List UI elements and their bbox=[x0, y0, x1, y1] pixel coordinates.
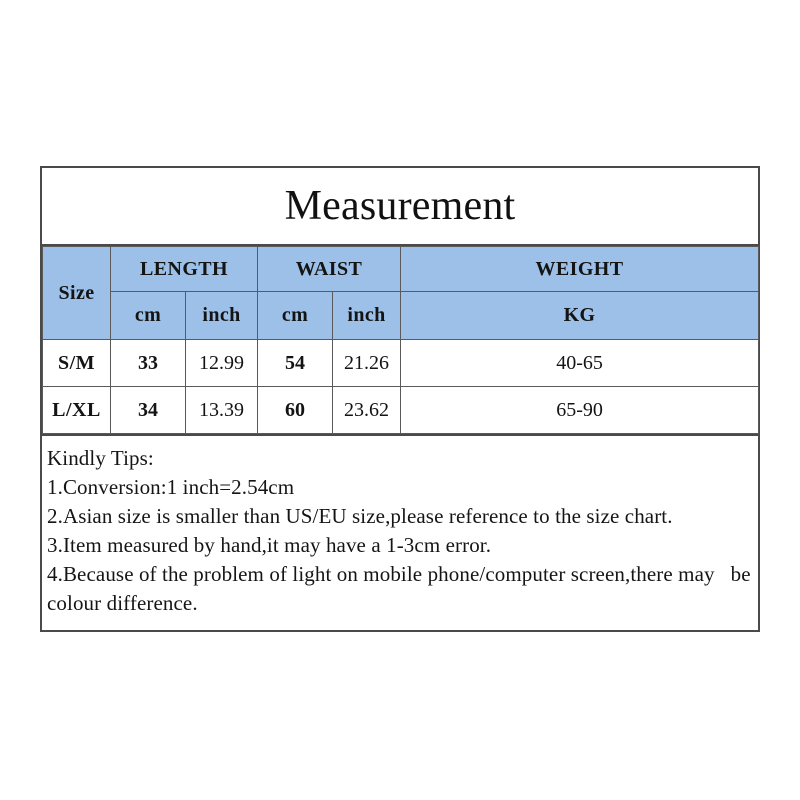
cell-weight-kg: 40-65 bbox=[400, 339, 760, 387]
table-row: L/XL 34 13.39 60 23.62 65-90 bbox=[42, 386, 760, 434]
cell-size: L/XL bbox=[42, 386, 111, 434]
measurement-table: Size LENGTH WAIST WEIGHT cm inch cm inch… bbox=[42, 246, 760, 434]
table-header-row-groups: Size LENGTH WAIST WEIGHT bbox=[42, 246, 760, 340]
column-header-length-inch: inch bbox=[184, 291, 259, 340]
column-header-waist: WAIST bbox=[257, 246, 402, 292]
tips-heading: Kindly Tips: bbox=[47, 446, 154, 470]
column-header-waist-cm: cm bbox=[257, 291, 334, 340]
page-title: Measurement bbox=[42, 168, 758, 246]
column-header-length-cm: cm bbox=[110, 291, 186, 340]
cell-waist-inch: 23.62 bbox=[332, 386, 402, 434]
kindly-tips-section: Kindly Tips: 1.Conversion:1 inch=2.54cm … bbox=[42, 434, 758, 630]
tips-line-3: 3.Item measured by hand,it may have a 1-… bbox=[47, 533, 492, 557]
size-chart-card: Measurement Size LENGTH WAIST WEIGHT cm … bbox=[40, 166, 760, 632]
cell-waist-cm: 54 bbox=[257, 339, 334, 387]
cell-length-cm: 34 bbox=[110, 386, 186, 434]
cell-size: S/M bbox=[42, 339, 111, 387]
cell-waist-cm: 60 bbox=[257, 386, 334, 434]
tips-line-2: 2.Asian size is smaller than US/EU size,… bbox=[47, 504, 673, 528]
column-header-weight-kg: KG bbox=[400, 291, 760, 340]
table-row: S/M 33 12.99 54 21.26 40-65 bbox=[42, 339, 760, 387]
table-header: Size LENGTH WAIST WEIGHT cm inch cm inch… bbox=[42, 246, 760, 340]
column-header-waist-inch: inch bbox=[332, 291, 402, 340]
tips-line-1: 1.Conversion:1 inch=2.54cm bbox=[47, 475, 295, 499]
cell-waist-inch: 21.26 bbox=[332, 339, 402, 387]
tips-line-4-continued: colour difference. bbox=[47, 591, 198, 615]
cell-weight-kg: 65-90 bbox=[400, 386, 760, 434]
table-header-row-units: cm inch cm inch KG bbox=[43, 291, 760, 340]
column-header-length: LENGTH bbox=[109, 246, 259, 292]
column-header-size: Size bbox=[42, 246, 111, 340]
column-header-weight: WEIGHT bbox=[400, 246, 760, 292]
table-body: S/M 33 12.99 54 21.26 40-65 L/XL 34 13.3… bbox=[42, 339, 760, 434]
cell-length-inch: 12.99 bbox=[184, 339, 259, 387]
tips-line-4: 4.Because of the problem of light on mob… bbox=[47, 562, 751, 586]
cell-length-cm: 33 bbox=[110, 339, 186, 387]
cell-length-inch: 13.39 bbox=[184, 386, 259, 434]
